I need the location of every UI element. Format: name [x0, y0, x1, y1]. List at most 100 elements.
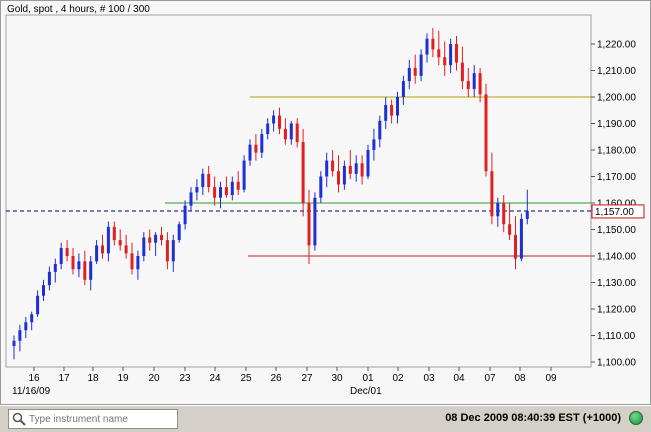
y-tick-label: 1,150.00	[597, 225, 636, 236]
candle-body	[24, 322, 28, 331]
candle-body	[366, 150, 370, 177]
candle-body	[230, 181, 234, 196]
candle-body	[413, 67, 417, 76]
candle-body	[396, 97, 399, 116]
candle-body	[508, 224, 512, 235]
candle-body	[360, 163, 364, 177]
candle-body	[331, 160, 335, 172]
candle-body	[112, 226, 116, 241]
x-tick-label: 16	[28, 373, 40, 384]
y-tick-label: 1,130.00	[597, 278, 636, 289]
candle-body	[372, 139, 376, 150]
candle-body	[313, 197, 317, 246]
candle-body	[106, 226, 110, 254]
candle-body	[425, 38, 429, 55]
x-tick-label: 23	[179, 373, 191, 384]
current-price-box	[591, 204, 645, 219]
x-tick-label: 30	[331, 373, 343, 384]
candle-body	[272, 115, 276, 124]
candle-body	[201, 173, 205, 188]
x-tick-label: 17	[58, 373, 70, 384]
candle-body	[177, 224, 181, 241]
candle-body	[407, 67, 411, 82]
candle-body	[254, 144, 258, 153]
candle-body	[165, 240, 169, 262]
x-tick-label: 20	[148, 373, 160, 384]
candle-body	[525, 210, 529, 219]
candle-body	[496, 203, 500, 217]
y-tick-label: 1,200.00	[597, 93, 636, 104]
candle-body	[301, 142, 305, 203]
candle-body	[466, 81, 470, 90]
candle-body	[36, 295, 40, 315]
y-tick-label: 1,160.00	[597, 199, 636, 210]
candle-body	[307, 203, 311, 246]
candle-body	[236, 181, 240, 190]
candle-body	[59, 248, 63, 264]
x-tick-label: 27	[301, 373, 313, 384]
candle-body	[12, 340, 16, 347]
y-tick-label: 1,120.00	[597, 305, 636, 316]
plot-area[interactable]	[5, 14, 592, 368]
candle-body	[378, 120, 382, 140]
candle-body	[419, 54, 423, 76]
candle-body	[342, 165, 346, 185]
candle-body	[195, 187, 199, 193]
y-tick-label: 1,180.00	[597, 146, 636, 157]
candle-body	[431, 38, 435, 50]
candle-body	[260, 134, 264, 153]
instrument-search[interactable]	[8, 409, 178, 429]
candle-body	[283, 128, 287, 140]
y-tick-label: 1,220.00	[597, 40, 636, 51]
status-bar: 08 Dec 2009 08:40:39 EST (+1000)	[0, 405, 651, 432]
x-tick-label: 09	[545, 373, 557, 384]
candle-body	[71, 256, 75, 270]
candle-body	[124, 245, 128, 254]
y-tick-label: 1,190.00	[597, 119, 636, 130]
price-chart[interactable]: 1,100.00 1,110.00 1,120.00 1,130.00 1,140.00…	[1, 1, 651, 406]
x-tick-label: 19	[117, 373, 129, 384]
x-tick-label: 04	[453, 373, 465, 384]
chart-window[interactable]: Gold, spot , 4 hours, # 100 / 300 1,100.…	[0, 0, 651, 405]
candle-body	[390, 104, 394, 116]
x-sub-label-date: 11/16/09	[12, 386, 51, 397]
y-tick-label: 1,140.00	[597, 252, 636, 263]
candle-body	[266, 123, 270, 135]
current-price-label: 1,157.00	[595, 207, 634, 218]
x-tick-label: 07	[484, 373, 496, 384]
candle-body	[490, 171, 494, 217]
candle-body	[502, 203, 506, 225]
search-icon[interactable]	[12, 412, 26, 426]
x-tick-label: 01	[362, 373, 374, 384]
candle-body	[295, 123, 299, 143]
instrument-search-input[interactable]	[29, 411, 174, 427]
chart-title: Gold, spot , 4 hours, # 100 / 300	[7, 4, 150, 15]
candle-body	[148, 237, 152, 243]
candle-body	[478, 73, 482, 95]
candle-body	[325, 160, 329, 177]
candle-body	[219, 187, 222, 198]
candle-body	[101, 245, 104, 254]
candle-body	[472, 73, 476, 90]
candle-body	[53, 263, 57, 272]
candle-body	[455, 44, 458, 63]
x-tick-label: 24	[209, 373, 221, 384]
x-tick-label: 02	[392, 373, 404, 384]
candle-body	[77, 261, 81, 270]
status-clock: 08 Dec 2009 08:40:39 EST (+1000)	[445, 412, 621, 424]
candle-body	[189, 192, 193, 206]
candle-body	[354, 163, 358, 174]
connection-status-icon[interactable]	[629, 411, 643, 425]
candle-body	[65, 248, 69, 256]
candle-body	[337, 171, 340, 185]
candle-body	[83, 261, 87, 280]
candle-body	[207, 173, 211, 188]
candle-body	[42, 285, 45, 296]
candle-body	[401, 81, 405, 97]
candle-body	[449, 44, 453, 66]
candle-body	[160, 234, 163, 241]
candle-body	[89, 261, 93, 280]
candle-body	[460, 62, 464, 82]
candle-body	[242, 160, 246, 190]
candle-body	[384, 104, 388, 121]
